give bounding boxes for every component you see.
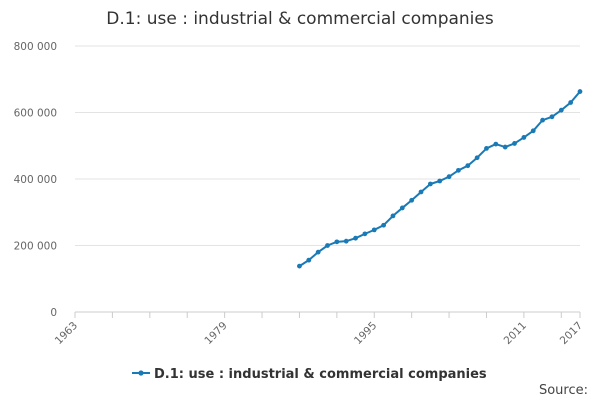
legend[interactable]: D.1: use : industrial & commercial compa… bbox=[132, 367, 487, 382]
legend-dot-marker bbox=[138, 370, 144, 376]
data-point[interactable] bbox=[371, 227, 377, 233]
x-tick-label: 1979 bbox=[202, 320, 229, 347]
axes: 0 200 000 400 000 600 000 800 000 1963 1979 199… bbox=[14, 41, 586, 347]
data-point[interactable] bbox=[297, 263, 302, 269]
data-point[interactable] bbox=[512, 141, 517, 146]
series-layer bbox=[297, 89, 583, 269]
y-tick-label: 800 000 bbox=[14, 41, 57, 53]
data-point[interactable] bbox=[474, 155, 480, 161]
legend-label: D.1: use : industrial & commercial compa… bbox=[154, 367, 487, 382]
data-point[interactable] bbox=[325, 243, 330, 248]
y-tick-label: 400 000 bbox=[14, 174, 57, 186]
data-point[interactable] bbox=[568, 100, 574, 105]
data-point[interactable] bbox=[577, 89, 583, 94]
data-point[interactable] bbox=[399, 205, 405, 211]
data-point[interactable] bbox=[381, 222, 387, 228]
data-point[interactable] bbox=[558, 107, 564, 113]
x-tick-label: 2017 bbox=[558, 320, 585, 347]
data-point[interactable] bbox=[502, 144, 508, 150]
data-point[interactable] bbox=[334, 239, 340, 245]
data-point[interactable] bbox=[418, 189, 424, 195]
x-tick-label: 1963 bbox=[53, 320, 80, 347]
x-tick-label: 1995 bbox=[352, 320, 379, 347]
data-point[interactable] bbox=[540, 117, 545, 123]
data-point[interactable] bbox=[409, 197, 415, 203]
data-point[interactable] bbox=[465, 163, 471, 169]
y-tick-label: 200 000 bbox=[14, 241, 57, 253]
data-point[interactable] bbox=[493, 141, 499, 147]
data-point[interactable] bbox=[315, 249, 321, 255]
data-point[interactable] bbox=[362, 231, 368, 237]
data-point[interactable] bbox=[437, 178, 443, 184]
y-tick-label: 0 bbox=[50, 307, 57, 319]
x-tick-label: 2011 bbox=[502, 320, 529, 347]
data-point[interactable] bbox=[427, 181, 433, 187]
data-point[interactable] bbox=[390, 213, 396, 219]
data-point[interactable] bbox=[484, 146, 489, 151]
chart-title: D.1: use : industrial & commercial compa… bbox=[106, 9, 494, 29]
data-point[interactable] bbox=[549, 114, 555, 120]
data-point[interactable] bbox=[353, 235, 358, 241]
y-tick-label: 600 000 bbox=[14, 108, 57, 120]
data-point[interactable] bbox=[306, 257, 312, 263]
source-label: Source: bbox=[539, 383, 588, 398]
data-point[interactable] bbox=[521, 135, 527, 140]
data-point[interactable] bbox=[343, 238, 349, 244]
data-point[interactable] bbox=[456, 167, 461, 173]
data-point[interactable] bbox=[530, 128, 536, 134]
data-point[interactable] bbox=[446, 174, 452, 180]
